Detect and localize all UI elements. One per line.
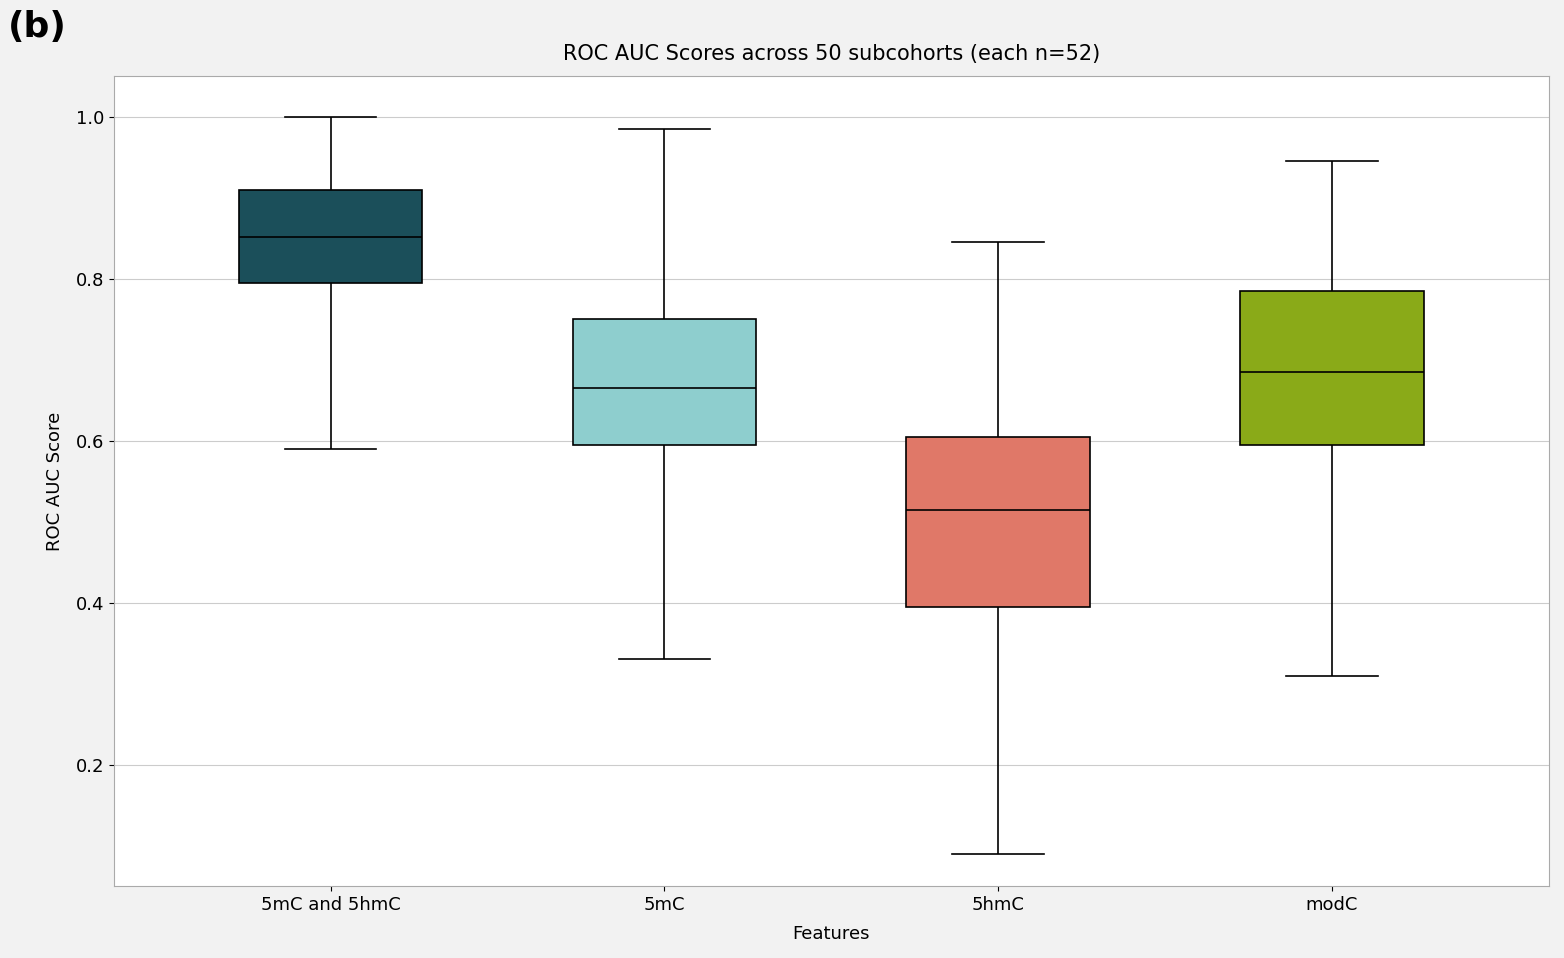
PathPatch shape [239, 190, 422, 283]
PathPatch shape [572, 319, 757, 445]
PathPatch shape [1240, 291, 1423, 445]
X-axis label: Features: Features [793, 925, 870, 943]
Text: (b): (b) [8, 10, 67, 43]
Title: ROC AUC Scores across 50 subcohorts (each n=52): ROC AUC Scores across 50 subcohorts (eac… [563, 44, 1099, 64]
PathPatch shape [907, 437, 1090, 606]
Y-axis label: ROC AUC Score: ROC AUC Score [47, 412, 64, 551]
